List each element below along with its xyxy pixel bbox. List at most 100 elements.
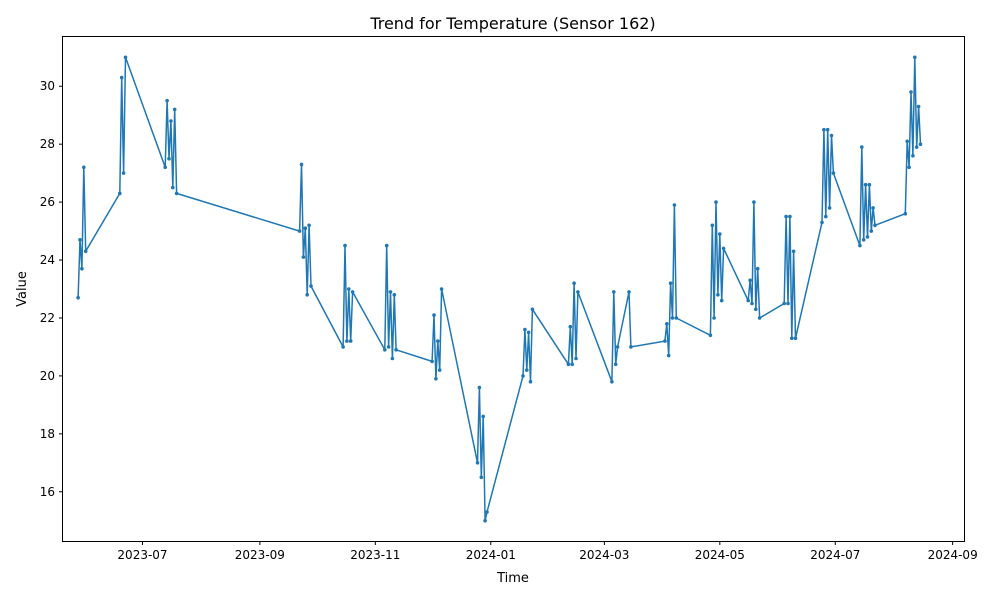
data-point [746,298,750,303]
data-point [348,339,353,343]
data-point [299,162,304,167]
data-point [528,379,533,384]
data-point [172,107,177,112]
data-point [612,290,616,294]
y-tick-label: 30 [40,79,55,93]
data-point [905,139,909,144]
data-point [710,223,715,228]
y-axis-label: Value [15,271,30,307]
data-point [343,243,347,248]
chart-title: Trend for Temperature (Sensor 162) [369,14,655,33]
data-point [858,243,862,248]
data-point [716,293,720,297]
data-point [674,316,679,320]
data-point [820,220,824,225]
y-tick-label: 20 [40,369,55,383]
data-point [907,165,911,170]
data-point [350,290,355,294]
data-point [574,356,578,361]
data-point [121,171,126,175]
data-point [165,98,169,103]
data-point [831,171,836,175]
data-point [82,165,86,170]
data-point [610,379,614,384]
data-point [911,154,915,158]
data-point [305,293,310,297]
data-point [341,345,345,349]
y-tick-label: 18 [40,427,55,441]
data-point [714,200,718,204]
y-tick-label: 28 [40,137,55,151]
data-point [863,182,868,187]
data-point [118,191,122,196]
data-point [570,362,574,367]
data-point [297,229,302,233]
x-tick-label: 2023-11 [350,548,400,562]
data-point [479,475,484,480]
data-point [757,316,762,320]
data-point [566,362,571,367]
data-point [665,322,669,326]
data-point [629,345,633,349]
data-point [784,214,788,219]
data-point [477,385,482,390]
y-tick-label: 22 [40,311,55,325]
data-point [914,145,919,149]
data-point [748,278,752,283]
data-point [871,206,875,210]
data-point [383,348,387,352]
data-point [301,255,306,259]
data-point [483,518,487,523]
data-point [790,336,794,341]
data-point [388,290,393,294]
data-point [873,223,877,228]
data-point [434,377,438,381]
data-point [390,356,395,361]
data-point [824,214,828,219]
data-point [666,353,671,358]
x-tick-label: 2024-03 [579,548,629,562]
data-point [754,307,758,312]
data-point [309,284,313,288]
data-point [78,238,82,242]
data-point [521,374,525,378]
x-tick-label: 2024-09 [928,548,978,562]
data-point [750,301,754,306]
data-point [719,298,724,303]
data-point [869,229,874,233]
data-point [392,293,397,297]
data-point [913,55,917,60]
data-point [523,327,527,332]
y-tick-label: 24 [40,253,55,267]
data-point [436,339,440,343]
data-point [167,156,171,161]
data-point [169,119,173,123]
data-point [782,301,786,306]
data-point [119,75,124,80]
data-point [568,324,573,329]
y-tick-label: 16 [40,485,55,499]
data-point [430,359,434,364]
data-point [80,266,84,271]
data-point [76,295,80,300]
data-point [668,281,673,286]
data-point [825,127,830,132]
data-point [475,461,480,465]
data-point [437,368,442,372]
data-point [903,211,908,216]
data-point [171,185,175,190]
data-point [916,104,921,109]
x-tick-label: 2023-07 [117,548,167,562]
data-point [307,223,311,228]
data-point [485,510,489,514]
data-point [793,336,798,341]
x-tick-label: 2023-09 [235,548,285,562]
data-point [439,287,444,291]
data-point [627,290,631,294]
data-point [861,238,866,242]
data-point [865,235,870,239]
data-point [670,316,675,320]
data-point [712,316,716,320]
